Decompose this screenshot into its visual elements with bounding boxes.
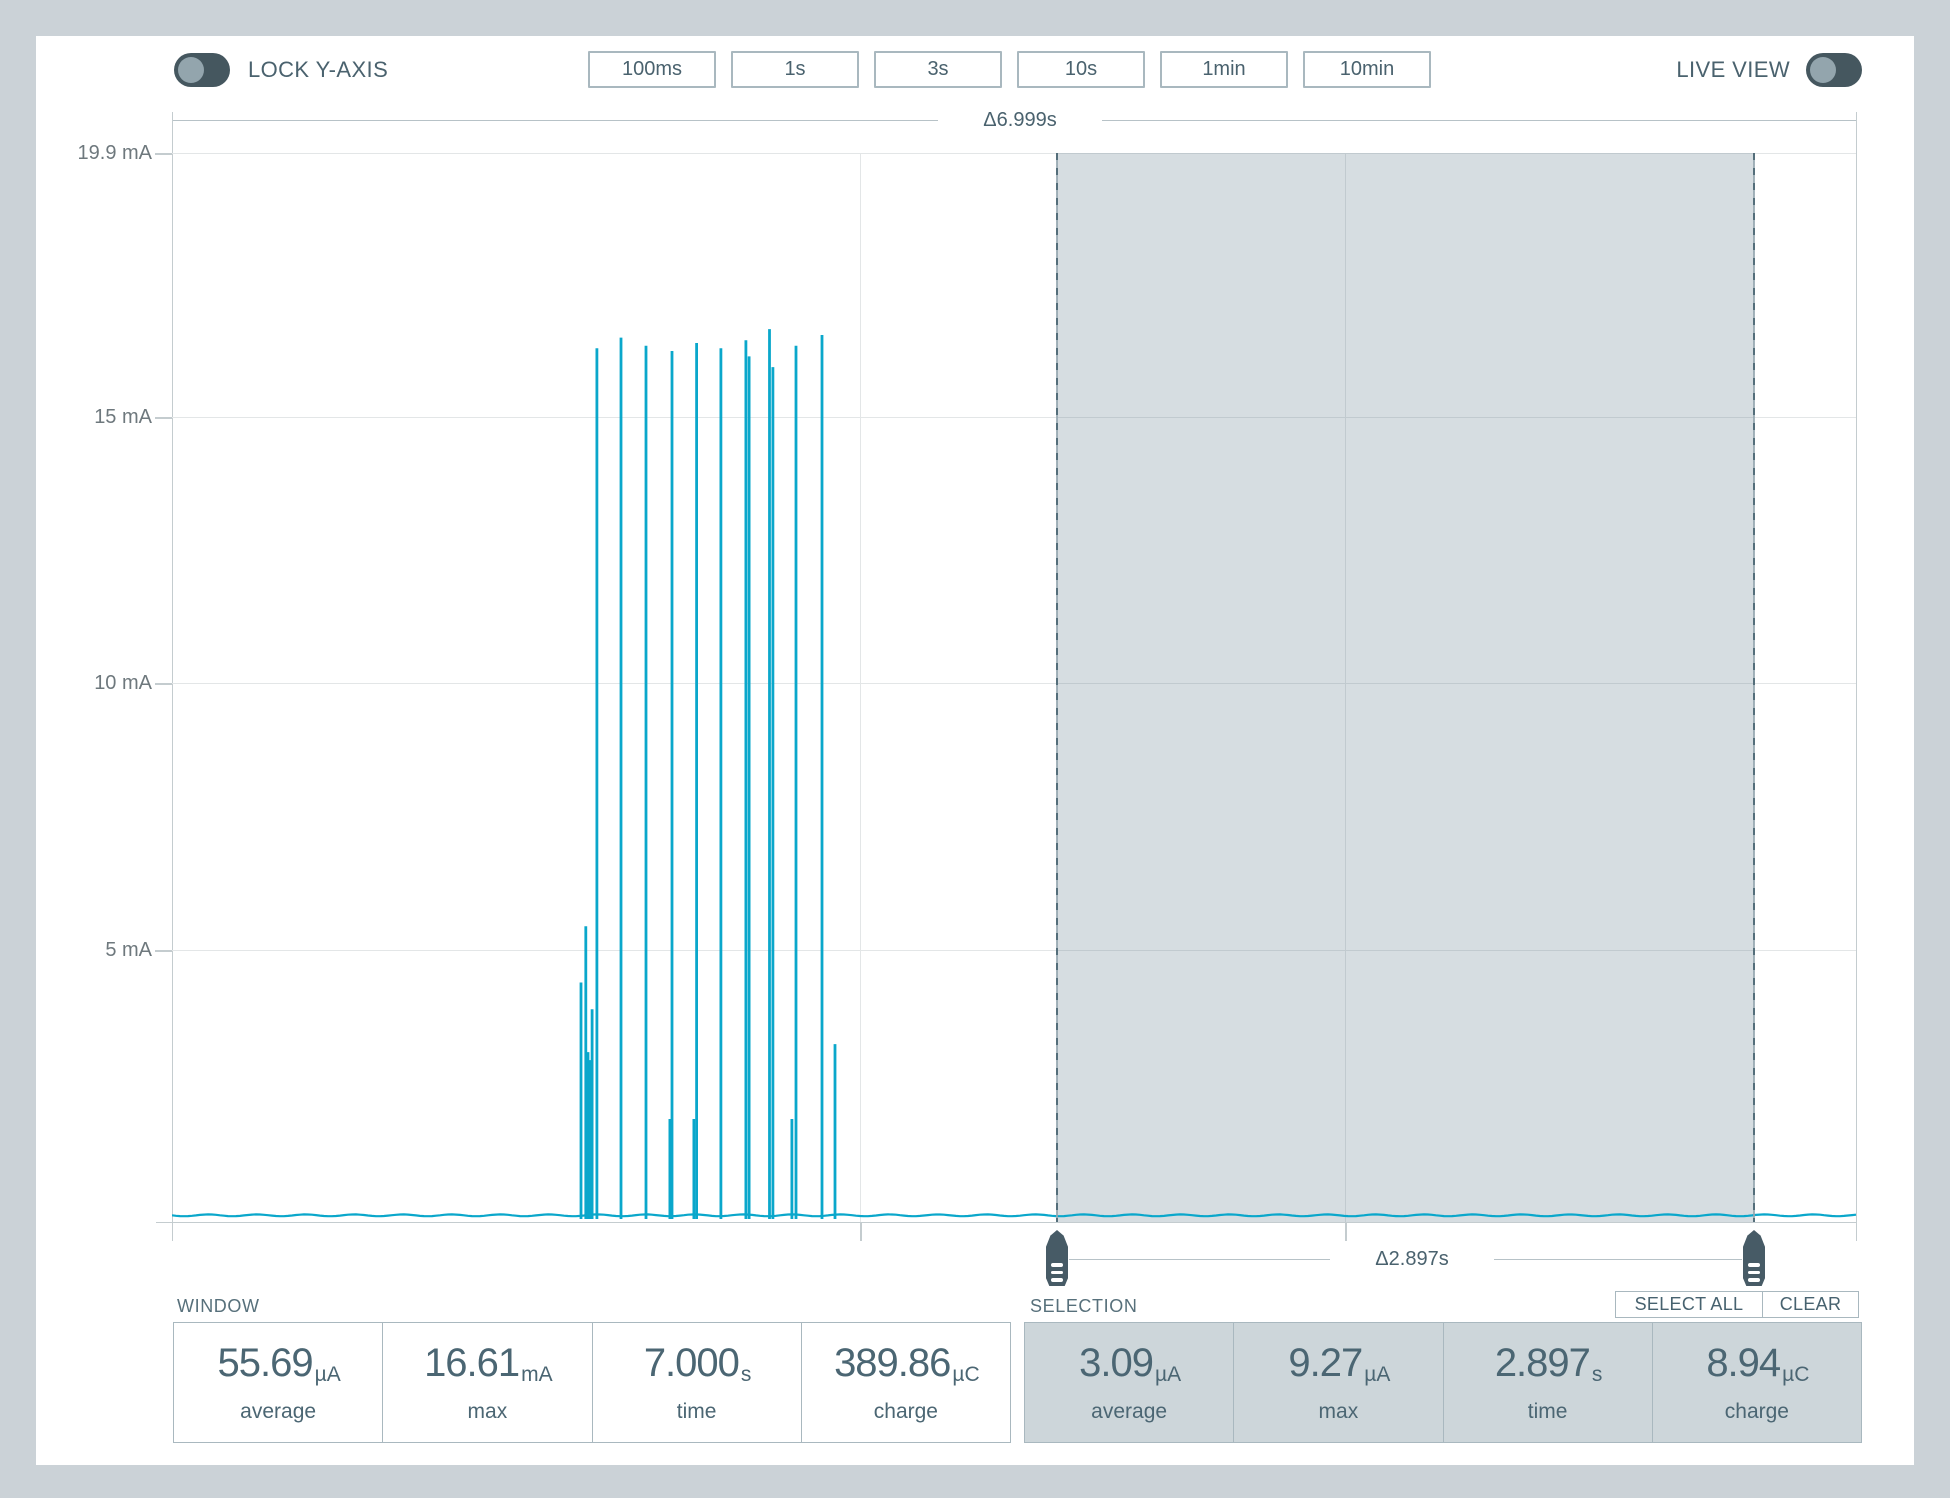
window-section-label: WINDOW	[177, 1296, 260, 1316]
y-axis-tick	[155, 153, 172, 155]
time-range-button-10min[interactable]: 10min	[1303, 51, 1431, 88]
selection-section-label: SELECTION	[1030, 1296, 1138, 1316]
time-range-button-10s[interactable]: 10s	[1017, 51, 1145, 88]
gridline	[860, 153, 861, 1222]
lock-y-axis-label: LOCK Y-AXIS	[248, 57, 389, 82]
gridline	[172, 153, 1856, 154]
toggle-knob-icon	[178, 57, 204, 83]
y-axis-tick	[155, 950, 172, 952]
axis-tick	[860, 1222, 862, 1241]
toggle-knob-icon	[1810, 57, 1836, 83]
stat-time: 2.897s time	[1444, 1323, 1653, 1442]
gridline	[1345, 153, 1346, 1222]
current-plot[interactable]	[172, 153, 1857, 1222]
gridline	[172, 683, 1856, 684]
stat-max: 9.27µA max	[1234, 1323, 1444, 1442]
gridline	[172, 417, 1856, 418]
window-delta-label: Δ6.999s	[938, 107, 1102, 133]
time-range-button-1min[interactable]: 1min	[1160, 51, 1288, 88]
grip-lines-icon	[1046, 1259, 1068, 1282]
y-axis-tick-label: 19.9 mA	[77, 142, 152, 164]
lock-y-axis-toggle[interactable]	[174, 53, 230, 87]
clear-button[interactable]: CLEAR	[1763, 1292, 1858, 1317]
gridline	[172, 950, 1856, 951]
axis-tick	[1345, 1222, 1347, 1241]
main-panel	[36, 36, 1914, 1465]
selection-right-edge	[1753, 153, 1755, 1222]
selection-actions: SELECT ALL CLEAR	[1615, 1291, 1859, 1318]
chart-left-border	[172, 112, 173, 1241]
y-axis-tick-label: 15 mA	[94, 406, 152, 428]
live-view-label: LIVE VIEW	[1676, 57, 1790, 82]
time-range-button-1s[interactable]: 1s	[731, 51, 859, 88]
selection-left-edge	[1056, 153, 1058, 1222]
live-view-toggle[interactable]	[1806, 53, 1862, 87]
stat-charge: 389.86µC charge	[834, 1340, 980, 1423]
stat-average: 3.09µA average	[1025, 1323, 1235, 1442]
stat-time: 7.000s time	[593, 1323, 802, 1442]
selection-region[interactable]	[1057, 153, 1754, 1222]
selection-delta-label: Δ2.897s	[1330, 1246, 1494, 1272]
stat-max: 16.61mA max	[383, 1323, 593, 1442]
grip-lines-icon	[1743, 1259, 1765, 1282]
y-axis-tick-label: 5 mA	[105, 939, 152, 961]
chart-right-border	[1856, 112, 1857, 1241]
selection-stats-box: 3.09µA average 9.27µA max 2.897s time 8.…	[1024, 1322, 1862, 1443]
selection-handle-left[interactable]	[1046, 1230, 1068, 1286]
time-range-button-3s[interactable]: 3s	[874, 51, 1002, 88]
y-axis-tick	[155, 417, 172, 419]
selection-handle-right[interactable]	[1743, 1230, 1765, 1286]
select-all-button[interactable]: SELECT ALL	[1616, 1292, 1763, 1317]
x-axis-line	[156, 1222, 1857, 1223]
stat-average: 55.69µA average	[174, 1323, 384, 1442]
window-stats-box: 55.69µA average 16.61mA max 7.000s time …	[173, 1322, 1011, 1443]
y-axis-tick-label: 10 mA	[94, 672, 152, 694]
stat-charge: 8.94µC charge	[1706, 1340, 1810, 1423]
y-axis-tick	[155, 683, 172, 685]
time-range-button-100ms[interactable]: 100ms	[588, 51, 716, 88]
